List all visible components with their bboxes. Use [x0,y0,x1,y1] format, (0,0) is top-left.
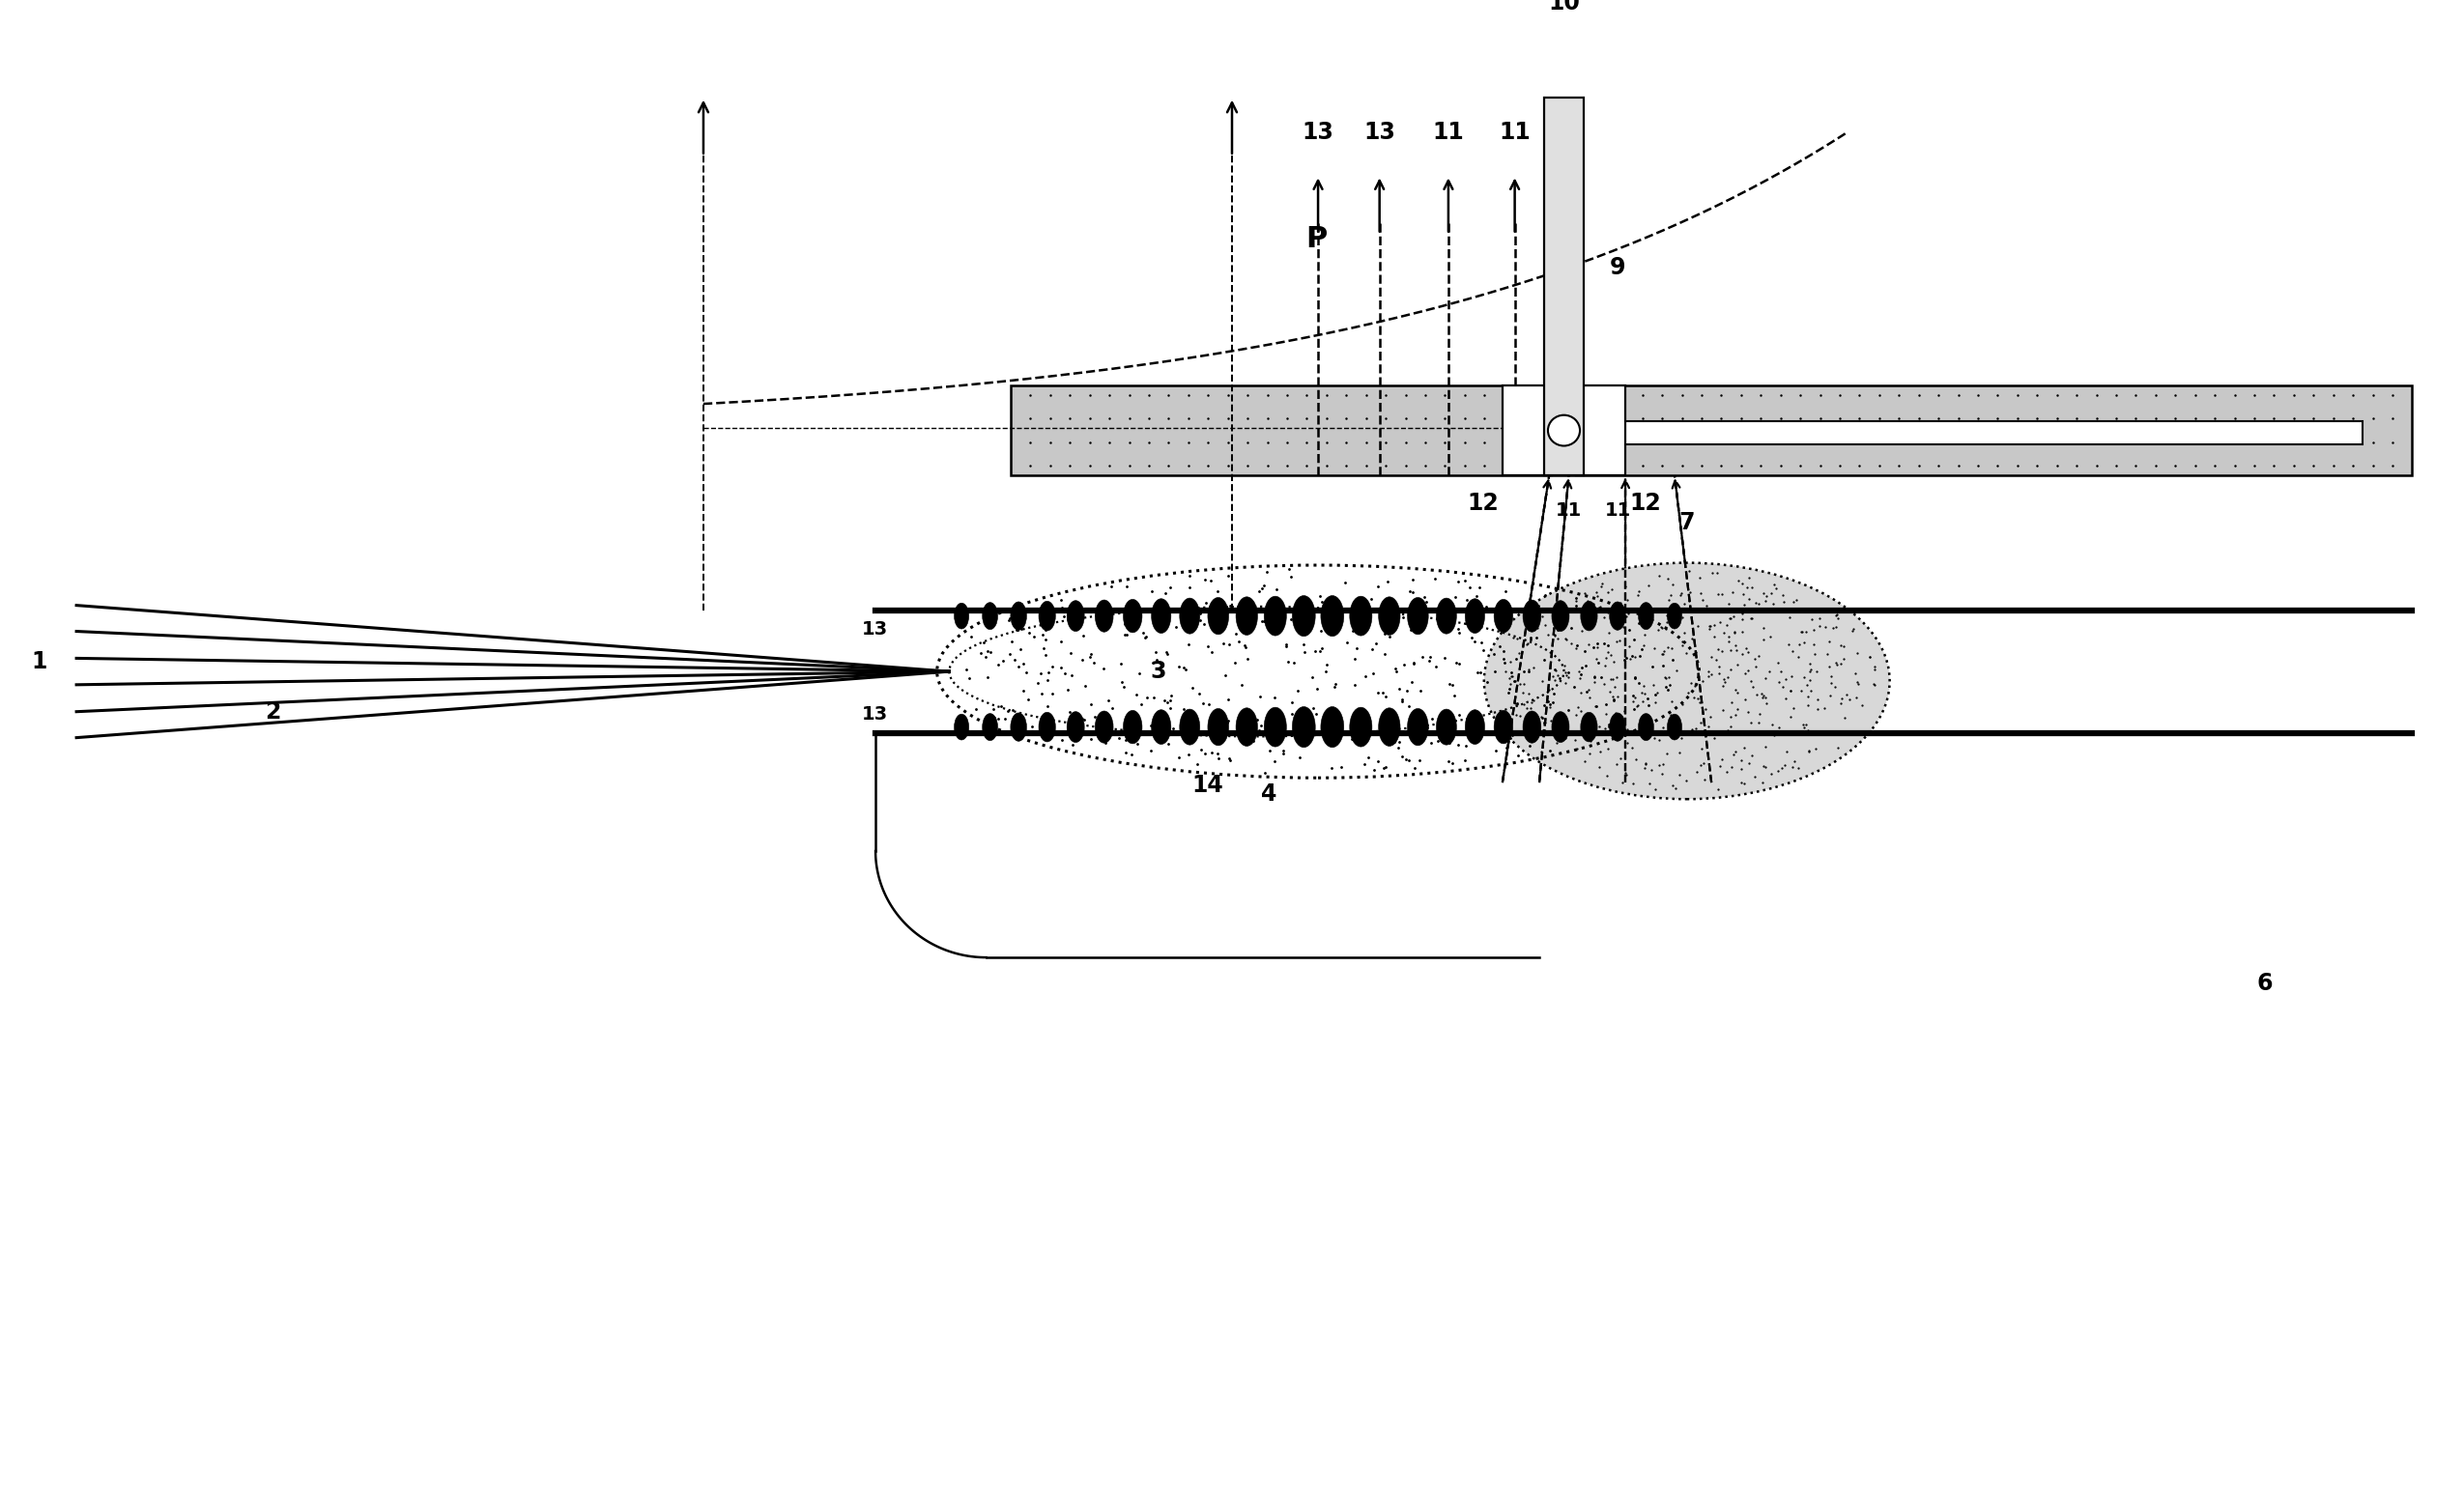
Ellipse shape [1377,596,1400,636]
Ellipse shape [1639,602,1653,630]
Bar [1614,422,2363,444]
Ellipse shape [1180,598,1200,634]
Text: P: P [1306,224,1328,253]
Text: 11: 11 [1555,501,1582,520]
Ellipse shape [1552,712,1570,742]
Text: 5: 5 [1678,669,1695,693]
Text: 11: 11 [2351,422,2383,444]
Ellipse shape [1264,708,1286,747]
Ellipse shape [1124,711,1143,744]
Ellipse shape [1321,706,1343,747]
Text: 12: 12 [1466,492,1498,515]
Ellipse shape [954,602,968,630]
Bar [1545,98,1584,476]
Ellipse shape [1067,601,1084,631]
Text: 2: 2 [266,700,281,723]
Text: 13: 13 [862,705,887,723]
Bar [1503,386,1552,476]
Ellipse shape [1639,714,1653,741]
Ellipse shape [1377,708,1400,745]
Ellipse shape [1407,708,1429,745]
Text: 1: 1 [32,651,47,673]
Ellipse shape [1493,599,1513,633]
Ellipse shape [1437,709,1456,745]
Ellipse shape [1010,712,1027,741]
Ellipse shape [1207,708,1230,745]
Ellipse shape [1291,595,1316,637]
Text: 11: 11 [1432,120,1464,145]
Ellipse shape [1437,598,1456,634]
Ellipse shape [1552,601,1570,631]
Ellipse shape [1237,708,1257,745]
Text: 15: 15 [1242,419,1271,443]
Ellipse shape [1350,708,1372,747]
Text: 14: 14 [1193,773,1222,797]
Ellipse shape [1493,711,1513,744]
Ellipse shape [1668,602,1683,630]
Ellipse shape [1264,596,1286,636]
Circle shape [1547,416,1579,446]
Text: 9: 9 [1609,256,1626,279]
Ellipse shape [1523,711,1540,742]
Ellipse shape [983,602,998,630]
Ellipse shape [1523,599,1540,633]
Ellipse shape [1124,599,1143,633]
Ellipse shape [1067,712,1084,742]
Text: 13: 13 [1301,120,1333,145]
Ellipse shape [1180,709,1200,745]
Text: 6: 6 [2257,971,2272,995]
Ellipse shape [1207,598,1230,634]
Ellipse shape [954,714,968,739]
Text: 13: 13 [1363,120,1395,145]
Ellipse shape [1609,712,1626,741]
Ellipse shape [1151,709,1170,744]
Text: 13: 13 [862,620,887,639]
Ellipse shape [1321,595,1343,637]
Text: 12: 12 [1629,492,1661,515]
Ellipse shape [1094,599,1114,633]
Text: 4: 4 [1262,783,1276,806]
Text: 7: 7 [1678,511,1695,535]
Ellipse shape [1040,712,1055,742]
Ellipse shape [1151,599,1170,633]
Ellipse shape [1040,601,1055,631]
Bar [1577,386,1626,476]
Ellipse shape [1609,602,1626,630]
Text: 10: 10 [1547,0,1579,15]
Ellipse shape [1407,598,1429,634]
Text: 11: 11 [1498,120,1530,145]
Bar [1010,386,2412,476]
Ellipse shape [1237,596,1257,636]
Ellipse shape [1350,596,1372,636]
Ellipse shape [1579,601,1597,631]
Ellipse shape [1094,711,1114,742]
Ellipse shape [1010,602,1027,630]
Ellipse shape [983,714,998,741]
Ellipse shape [1291,706,1316,747]
Ellipse shape [1668,714,1683,739]
Ellipse shape [1466,709,1486,744]
Ellipse shape [1579,712,1597,742]
Text: 3: 3 [1151,660,1165,684]
Ellipse shape [1483,563,1890,800]
Ellipse shape [1466,599,1486,633]
Text: 11: 11 [1604,501,1631,520]
